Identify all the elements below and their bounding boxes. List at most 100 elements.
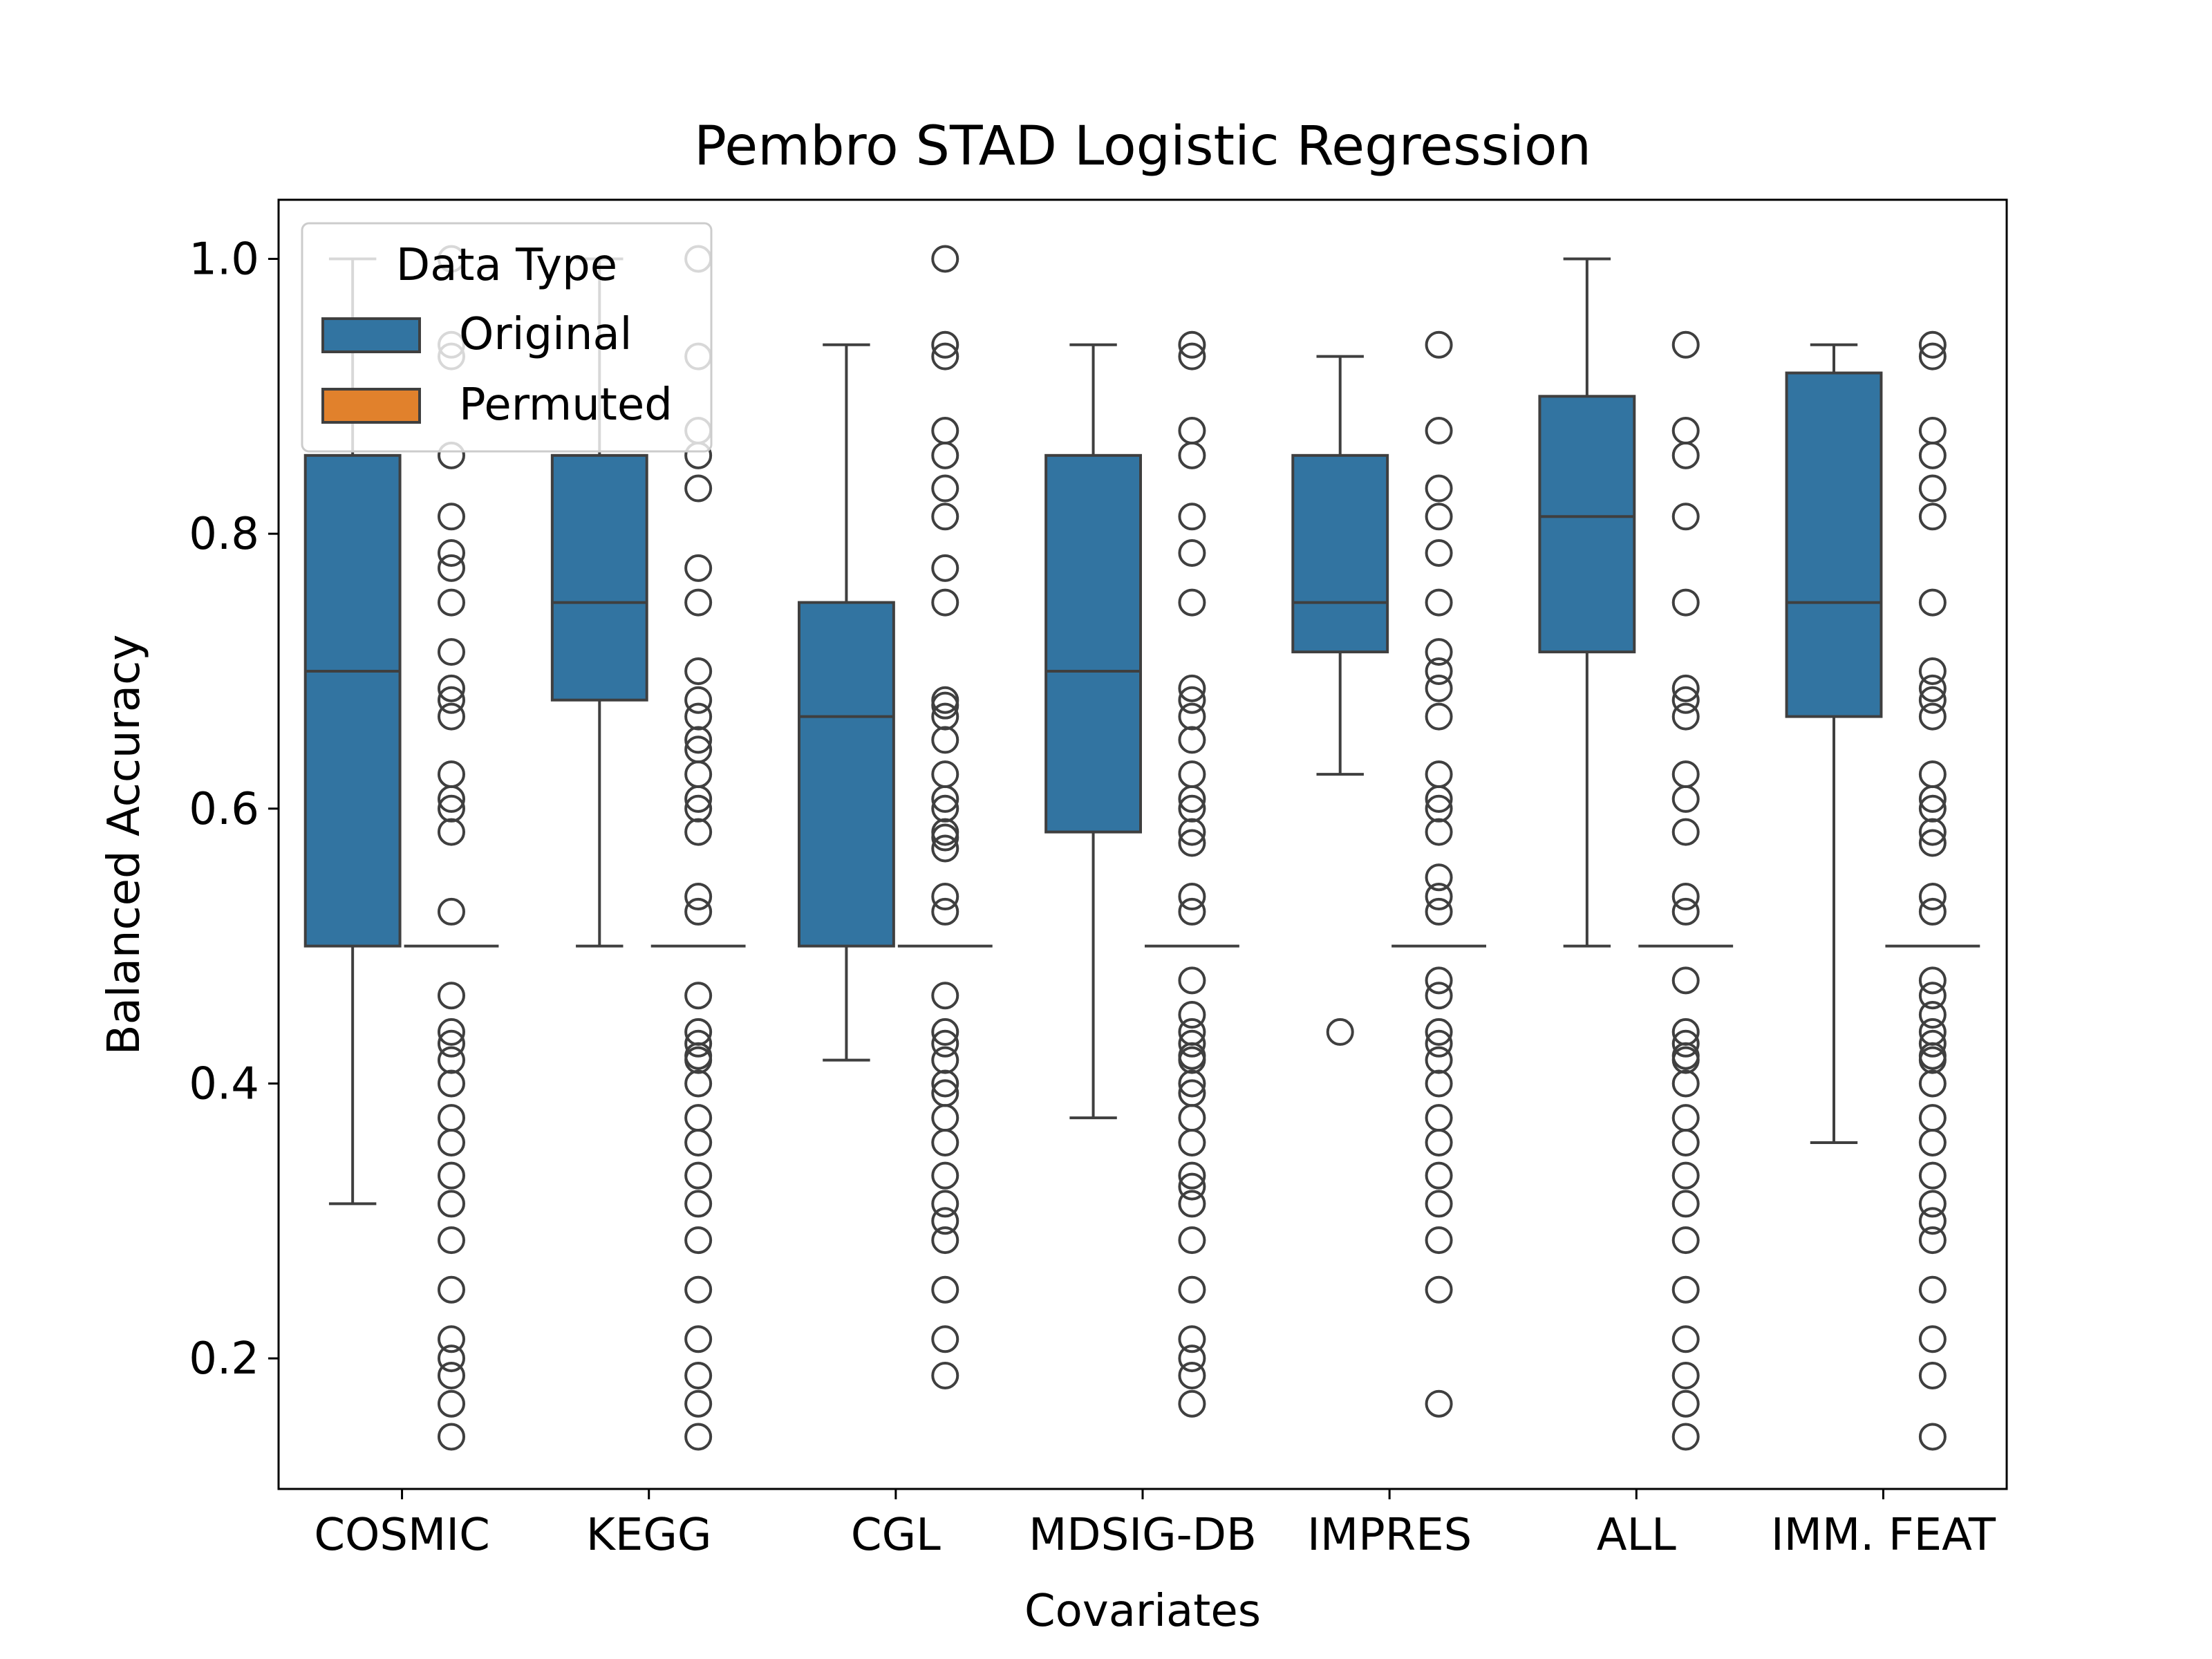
outlier-point — [1178, 726, 1206, 754]
outlier-point — [438, 1018, 465, 1046]
outlier-point — [438, 1344, 465, 1373]
outlier-point — [438, 818, 465, 846]
plot-area — [303, 245, 1980, 1451]
box-body — [550, 453, 648, 702]
outlier-point — [684, 1018, 713, 1046]
box-body — [1538, 395, 1636, 654]
outlier-point — [1918, 1029, 1947, 1058]
outlier-point — [1425, 1104, 1453, 1132]
outlier-point — [931, 702, 959, 731]
outlier-point — [438, 794, 465, 823]
box-permuted-5 — [1638, 330, 1734, 1451]
outlier-point — [1178, 818, 1206, 846]
outlier-point — [684, 1069, 713, 1098]
outlier-point — [1671, 686, 1700, 714]
outlier-point — [1326, 1018, 1354, 1046]
outlier-point — [931, 1361, 959, 1389]
box-original-1 — [550, 257, 648, 948]
outlier-point — [1918, 1018, 1947, 1046]
outlier-point — [1918, 966, 1947, 995]
y-tick-label: 0.2 — [189, 1333, 259, 1385]
outlier-point — [1425, 538, 1453, 567]
outlier-point — [931, 883, 959, 911]
box-body — [303, 453, 402, 948]
outlier-point — [1425, 1029, 1453, 1058]
outlier-point — [931, 1046, 959, 1074]
outlier-point — [931, 417, 959, 445]
outlier-point — [684, 686, 713, 714]
outlier-point — [1178, 829, 1206, 857]
x-tick-label: IMM. FEAT — [1771, 1510, 1996, 1561]
outlier-point — [931, 554, 959, 582]
outlier-point — [1918, 1325, 1947, 1353]
outlier-point — [684, 588, 713, 617]
outlier-point — [684, 735, 713, 764]
outlier-point — [1178, 702, 1206, 731]
outlier-point — [1178, 794, 1206, 823]
outlier-point — [1671, 588, 1700, 617]
outlier-point — [684, 702, 713, 731]
outlier-point — [684, 1104, 713, 1132]
x-tick-label: ALL — [1597, 1510, 1676, 1561]
outlier-point — [931, 588, 959, 617]
outlier-point — [931, 1275, 959, 1304]
outlier-point — [1178, 1190, 1206, 1218]
outlier-point — [684, 1361, 713, 1389]
outlier-point — [438, 897, 465, 926]
outlier-point — [684, 1389, 713, 1418]
outlier-point — [1918, 1069, 1947, 1098]
outlier-point — [1425, 1161, 1453, 1190]
outlier-point — [1425, 638, 1453, 666]
outlier-point — [1671, 966, 1700, 995]
outlier-point — [438, 1046, 465, 1074]
outlier-point — [438, 1361, 465, 1389]
outlier-point — [684, 474, 713, 503]
box-permuted-0 — [404, 245, 499, 1451]
outlier-point — [1425, 588, 1453, 617]
outlier-point — [684, 1190, 713, 1218]
legend-label-permuted: Permuted — [459, 379, 673, 431]
outlier-point — [684, 1423, 713, 1451]
outlier-point — [1918, 1161, 1947, 1190]
outlier-point — [1918, 686, 1947, 714]
outlier-point — [438, 638, 465, 666]
y-axis-label: Balanced Accuracy — [99, 635, 150, 1055]
outlier-point — [684, 1161, 713, 1190]
outlier-point — [1178, 1172, 1206, 1201]
outlier-point — [1918, 1275, 1947, 1304]
outlier-point — [931, 726, 959, 754]
outlier-point — [931, 834, 959, 863]
outlier-point — [1425, 1018, 1453, 1046]
outlier-point — [931, 474, 959, 503]
outlier-point — [684, 982, 713, 1010]
outlier-point — [1425, 1190, 1453, 1218]
outlier-point — [1425, 1226, 1453, 1255]
outlier-point — [1178, 760, 1206, 789]
outlier-point — [1671, 1389, 1700, 1418]
x-tick-label: MDSIG-DB — [1029, 1510, 1257, 1561]
outlier-point — [1178, 588, 1206, 617]
outlier-point — [1918, 1361, 1947, 1389]
outlier-point — [1178, 1361, 1206, 1389]
x-axis-label: Covariates — [1024, 1586, 1261, 1637]
outlier-point — [1671, 1325, 1700, 1353]
outlier-point — [1671, 330, 1700, 359]
outlier-point — [1671, 760, 1700, 789]
outlier-point — [1918, 1207, 1947, 1235]
outlier-point — [1671, 883, 1700, 911]
outlier-point — [1671, 1361, 1700, 1389]
outlier-point — [931, 1207, 959, 1235]
outlier-point — [931, 760, 959, 789]
outlier-point — [1671, 1069, 1700, 1098]
outlier-point — [1178, 330, 1206, 359]
x-tick-label: CGL — [851, 1510, 941, 1561]
outlier-point — [438, 686, 465, 714]
outlier-point — [438, 1389, 465, 1418]
outlier-point — [1918, 474, 1947, 503]
outlier-point — [438, 702, 465, 731]
outlier-point — [1425, 897, 1453, 926]
outlier-point — [1425, 330, 1453, 359]
outlier-point — [1425, 1046, 1453, 1074]
outlier-point — [1671, 818, 1700, 846]
